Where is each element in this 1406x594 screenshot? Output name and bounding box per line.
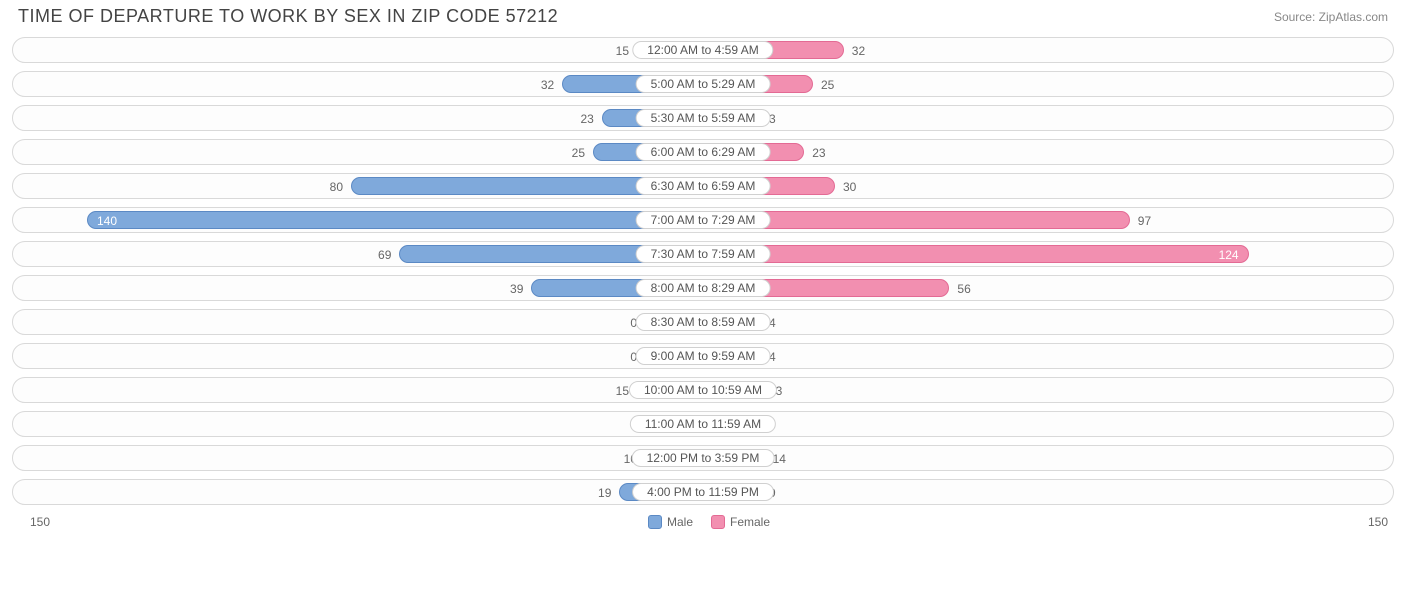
value-label-male: 80 [330,174,343,200]
value-label-female: 23 [812,140,825,166]
value-label-male: 23 [580,106,593,132]
chart-header: TIME OF DEPARTURE TO WORK BY SEX IN ZIP … [0,0,1406,37]
row-category-label: 7:30 AM to 7:59 AM [636,245,771,263]
axis-right-label: 150 [1368,515,1388,529]
chart-row: 8:30 AM to 8:59 AM04 [12,309,1394,335]
value-label-female: 25 [821,72,834,98]
row-category-label: 5:00 AM to 5:29 AM [636,75,771,93]
row-category-label: 7:00 AM to 7:29 AM [636,211,771,229]
chart-row: 10:00 AM to 10:59 AM1513 [12,377,1394,403]
chart-title: TIME OF DEPARTURE TO WORK BY SEX IN ZIP … [18,6,558,27]
value-label-female: 97 [1138,208,1151,234]
row-category-label: 10:00 AM to 10:59 AM [629,381,777,399]
bar-female [703,245,1249,263]
row-category-label: 8:00 AM to 8:29 AM [636,279,771,297]
chart-area: 12:00 AM to 4:59 AM15325:00 AM to 5:29 A… [0,37,1406,505]
legend-item-female: Female [711,515,770,529]
chart-row: 7:30 AM to 7:59 AM 69 124 [12,241,1394,267]
value-label-female: 14 [773,446,786,472]
value-label-male: 15 [616,38,629,64]
chart-row: 5:00 AM to 5:29 AM 32 25 [12,71,1394,97]
chart-row: 9:00 AM to 9:59 AM04 [12,343,1394,369]
row-category-label: 12:00 PM to 3:59 PM [632,449,775,467]
legend-label-female: Female [730,515,770,529]
value-label-male: 25 [572,140,585,166]
value-label-male: 15 [616,378,629,404]
chart-row: 6:30 AM to 6:59 AM 80 30 [12,173,1394,199]
chart-row: 5:30 AM to 5:59 AM233 [12,105,1394,131]
row-category-label: 5:30 AM to 5:59 AM [636,109,771,127]
value-label-female: 56 [957,276,970,302]
value-label-female: 32 [852,38,865,64]
chart-row: 6:00 AM to 6:29 AM 25 23 [12,139,1394,165]
row-category-label: 4:00 PM to 11:59 PM [632,483,774,501]
value-label-male: 19 [598,480,611,506]
chart-row: 8:00 AM to 8:29 AM 39 56 [12,275,1394,301]
value-label-female: 30 [843,174,856,200]
value-label-male: 39 [510,276,523,302]
value-label-male: 32 [541,72,554,98]
value-label-male: 140 [97,208,117,234]
chart-row: 12:00 PM to 3:59 PM1014 [12,445,1394,471]
row-category-label: 6:00 AM to 6:29 AM [636,143,771,161]
legend-label-male: Male [667,515,693,529]
legend-swatch-female [711,515,725,529]
row-category-label: 6:30 AM to 6:59 AM [636,177,771,195]
chart-row: 7:00 AM to 7:29 AM 140 97 [12,207,1394,233]
axis-row: 150 Male Female 150 [0,513,1406,529]
row-category-label: 11:00 AM to 11:59 AM [630,415,776,433]
value-label-female: 124 [1219,242,1239,268]
legend-swatch-male [648,515,662,529]
row-category-label: 12:00 AM to 4:59 AM [632,41,773,59]
chart-row: 12:00 AM to 4:59 AM15 32 [12,37,1394,63]
chart-source: Source: ZipAtlas.com [1274,10,1388,24]
legend-item-male: Male [648,515,693,529]
chart-row: 11:00 AM to 11:59 AM78 [12,411,1394,437]
legend: Male Female [648,515,770,529]
chart-row: 4:00 PM to 11:59 PM199 [12,479,1394,505]
row-category-label: 9:00 AM to 9:59 AM [636,347,771,365]
value-label-male: 69 [378,242,391,268]
axis-left-label: 150 [30,515,50,529]
row-category-label: 8:30 AM to 8:59 AM [636,313,771,331]
bar-male [87,211,703,229]
